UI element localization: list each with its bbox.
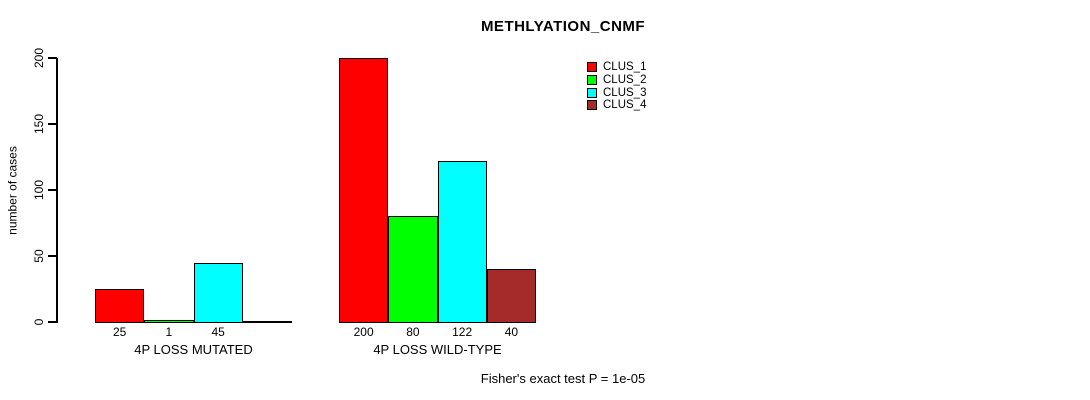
legend-swatch-icon bbox=[587, 100, 597, 111]
legend-row-clus_2: CLUS_2 bbox=[587, 74, 646, 87]
bar-clus_4-group2 bbox=[486, 269, 536, 323]
y-axis-line bbox=[56, 58, 58, 323]
legend-label: CLUS_3 bbox=[603, 86, 647, 99]
bar-value-label: 1 bbox=[165, 325, 173, 339]
y-tick-label: 0 bbox=[32, 318, 46, 326]
y-axis-title: number of cases bbox=[5, 146, 20, 235]
bar-value-label: 200 bbox=[353, 325, 374, 339]
bar-value-label: 45 bbox=[211, 325, 225, 339]
bar-clus_1-group1 bbox=[95, 289, 145, 323]
legend-row-clus_3: CLUS_3 bbox=[587, 86, 646, 99]
y-tick-mark bbox=[48, 189, 57, 191]
y-tick-label: 150 bbox=[32, 113, 46, 135]
bar-clus_1-group2 bbox=[339, 58, 389, 323]
legend-label: CLUS_2 bbox=[603, 74, 647, 87]
legend-label: CLUS_4 bbox=[603, 99, 647, 112]
y-tick-mark bbox=[48, 57, 57, 59]
bar-value-label: 40 bbox=[504, 325, 519, 339]
legend-swatch-icon bbox=[587, 75, 597, 86]
bar-clus_2-group2 bbox=[388, 216, 438, 323]
y-tick-label: 100 bbox=[32, 179, 46, 201]
y-tick-mark bbox=[48, 255, 57, 257]
y-tick-label: 50 bbox=[32, 249, 46, 263]
chart-title: METHLYATION_CNMF bbox=[480, 18, 646, 35]
group-label-1: 4P LOSS MUTATED bbox=[134, 342, 253, 357]
fisher-test-footer: Fisher's exact test P = 1e-05 bbox=[480, 371, 646, 386]
bar-clus_3-group2 bbox=[437, 160, 487, 323]
y-tick-mark bbox=[48, 321, 57, 323]
bar-value-label: 80 bbox=[406, 325, 420, 339]
legend-label: CLUS_1 bbox=[603, 61, 647, 74]
legend-swatch-icon bbox=[587, 62, 597, 73]
legend-swatch-icon bbox=[587, 87, 597, 98]
y-tick-label: 200 bbox=[32, 47, 46, 69]
bar-clus_3-group1 bbox=[193, 262, 243, 323]
group-label-2: 4P LOSS WILD-TYPE bbox=[373, 342, 502, 357]
bar-value-label: 25 bbox=[112, 325, 127, 339]
y-tick-mark bbox=[48, 123, 57, 125]
legend-row-clus_1: CLUS_1 bbox=[587, 61, 646, 74]
legend-row-clus_4: CLUS_4 bbox=[587, 99, 646, 112]
bar-value-label: 122 bbox=[452, 325, 473, 339]
bar-clus_2-group1 bbox=[144, 320, 194, 323]
legend: CLUS_1 CLUS_2 CLUS_3 CLUS_4 bbox=[587, 61, 646, 112]
